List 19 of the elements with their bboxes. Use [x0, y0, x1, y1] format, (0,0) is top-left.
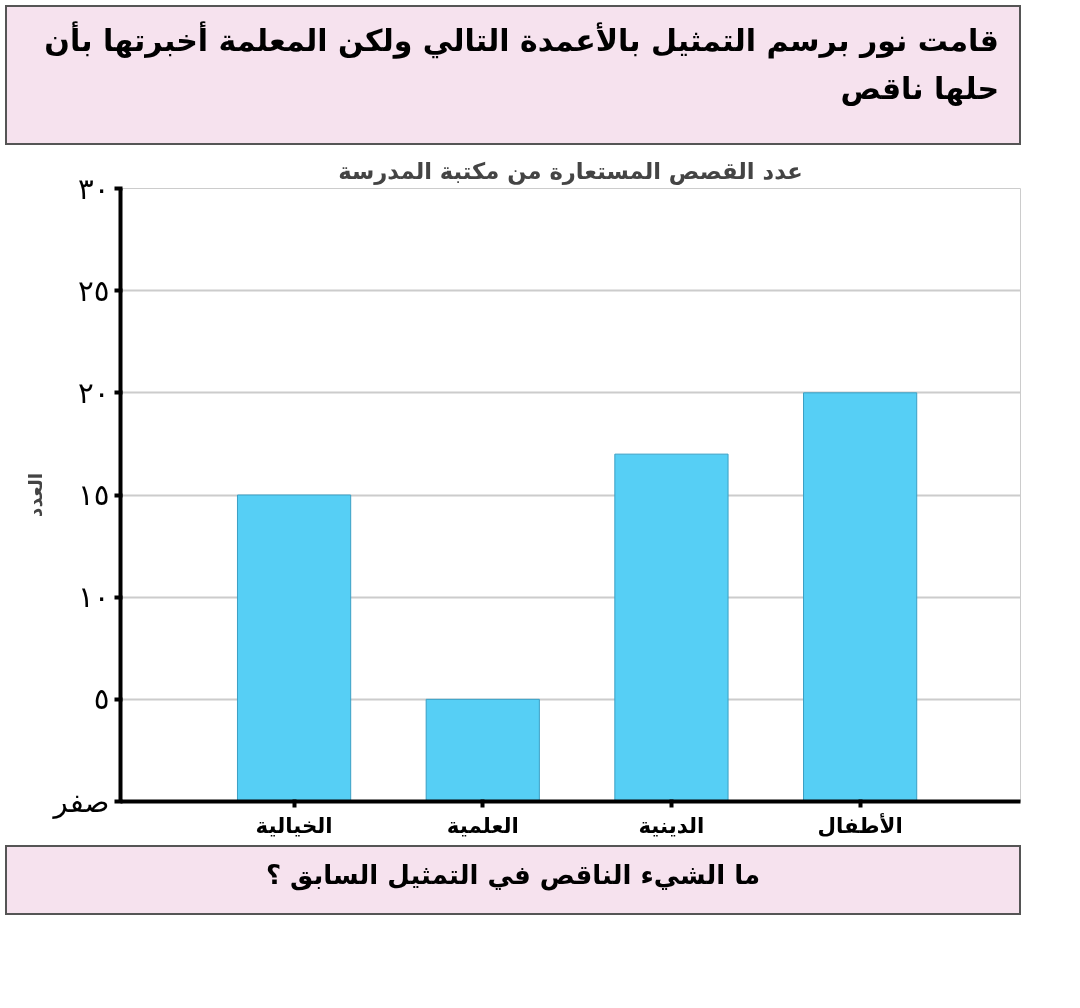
y-tick-label: صفر — [51, 784, 110, 819]
y-axis-title: العدد — [24, 472, 46, 518]
y-tick-label: ٣٠ — [78, 171, 110, 206]
text: ما الشيء الناقص في التمثيل السابق ؟ — [265, 859, 761, 893]
bar — [614, 453, 729, 802]
y-tick-label: ٢٠ — [78, 375, 110, 410]
bar — [425, 698, 540, 802]
chart-title: عدد القصص المستعارة من مكتبة المدرسة — [338, 157, 803, 185]
y-tick-label: ٢٥ — [78, 273, 110, 308]
bar — [803, 392, 918, 802]
x-tick-label: الدينية — [638, 812, 705, 838]
y-tick-label: ٥ — [93, 682, 110, 717]
text: قامت نور برسم التمثيل بالأعمدة التالي ولكن المعلمة أخبرتها بأن حلها ناقص — [43, 20, 999, 108]
y-tick-label: ١٠ — [78, 580, 110, 615]
x-tick-label: الأطفال — [817, 811, 903, 838]
x-tick-label: الخيالية — [255, 812, 333, 838]
bar — [236, 494, 352, 802]
y-tick-label: ١٥ — [78, 478, 110, 512]
x-tick-label: العلمية — [446, 812, 519, 838]
